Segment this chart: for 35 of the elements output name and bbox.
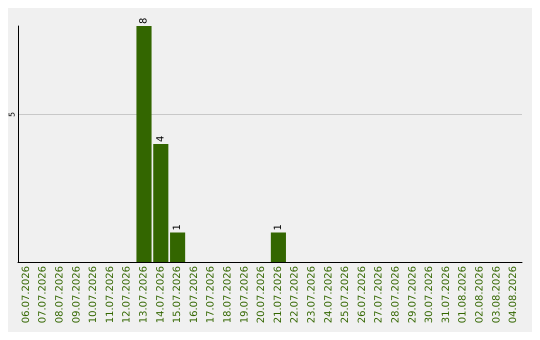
x-tick-label: 14.07.2026 — [155, 266, 166, 324]
x-tick-label: 27.07.2026 — [374, 266, 385, 324]
x-tick-label: 31.07.2026 — [440, 266, 452, 324]
x-tick-label: 15.07.2026 — [172, 266, 184, 324]
x-tick-label: 02.08.2026 — [474, 266, 486, 324]
x-tick-label: 20.07.2026 — [256, 266, 268, 324]
x-tick-label: 04.08.2026 — [508, 266, 520, 324]
x-tick-label: 07.07.2026 — [38, 266, 49, 324]
x-tick-label: 01.08.2026 — [458, 266, 469, 324]
x-tick-label: 24.07.2026 — [323, 266, 334, 324]
x-tick-label: 10.07.2026 — [88, 266, 100, 324]
x-tick-label: 17.07.2026 — [206, 266, 217, 324]
x-tick-label: 23.07.2026 — [306, 266, 318, 324]
data-label: 1 — [272, 224, 284, 230]
x-tick-label: 09.07.2026 — [71, 266, 82, 324]
data-label: 4 — [155, 136, 166, 142]
data-label: 8 — [138, 18, 150, 24]
x-tick-label: 30.07.2026 — [424, 266, 436, 324]
x-tick-label: 19.07.2026 — [239, 266, 250, 324]
x-tick-label: 11.07.2026 — [104, 266, 116, 324]
x-tick-label: 28.07.2026 — [390, 266, 402, 324]
data-label: 1 — [172, 224, 184, 230]
x-tick-label: 22.07.2026 — [290, 266, 301, 324]
x-tick-label: 25.07.2026 — [340, 266, 352, 324]
x-tick-label: 21.07.2026 — [272, 266, 284, 324]
x-tick-label: 13.07.2026 — [138, 266, 150, 324]
x-tick-label: 08.07.2026 — [54, 266, 66, 324]
x-tick-label: 18.07.2026 — [222, 266, 234, 324]
x-tick-label: 26.07.2026 — [356, 266, 368, 324]
x-tick-label: 03.08.2026 — [491, 266, 502, 324]
x-tick-label: 06.07.2026 — [20, 266, 32, 324]
x-tick-label: 29.07.2026 — [407, 266, 418, 324]
x-tick-label: 16.07.2026 — [188, 266, 200, 324]
x-tick-label: 12.07.2026 — [122, 266, 133, 324]
y-tick-label: 5 — [8, 112, 16, 118]
